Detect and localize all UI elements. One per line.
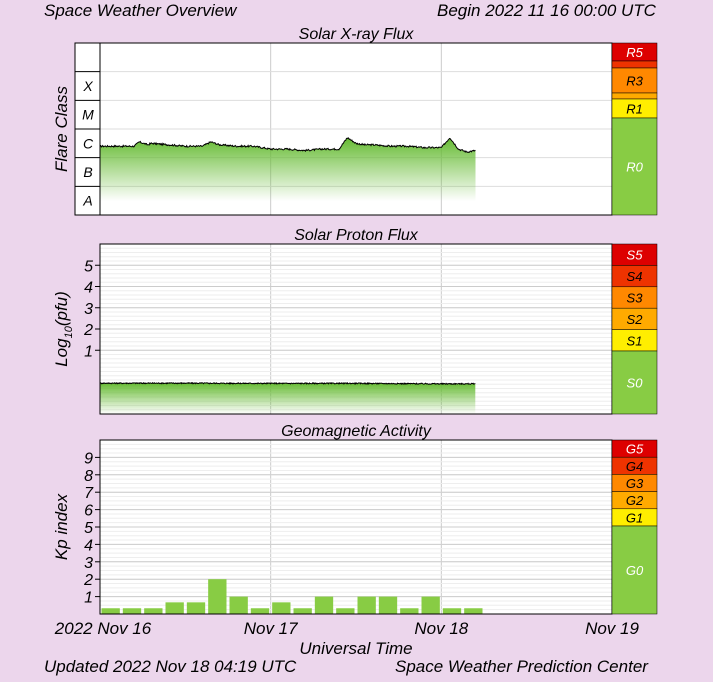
scale-label: G0	[626, 563, 644, 578]
scale-label: G3	[626, 476, 644, 491]
flux-fill-area	[100, 382, 476, 414]
kp-bar	[101, 608, 120, 614]
flare-class-label: B	[83, 164, 92, 180]
y-tick-label: 5	[84, 258, 93, 275]
y-label-subscript: 10	[63, 325, 75, 338]
flux-fill-area	[100, 137, 476, 202]
kp-bar	[144, 608, 163, 614]
scale-segment	[611, 525, 658, 615]
x-tick-label: Nov 18	[414, 619, 468, 638]
scale-label: G5	[626, 442, 644, 457]
kp-bar	[165, 602, 184, 614]
scale-label: R3	[626, 74, 643, 89]
y-tick-label: 4	[84, 537, 93, 554]
y-tick-label: 6	[84, 503, 93, 520]
y-tick-label: 8	[84, 468, 93, 485]
y-tick-label: 1	[84, 590, 93, 607]
panel-title: Solar Proton Flux	[294, 227, 419, 244]
source-label: Space Weather Prediction Center	[395, 657, 648, 676]
y-tick-label: 3	[84, 555, 93, 572]
scale-label: S3	[627, 291, 644, 306]
kp-bar	[336, 608, 355, 614]
kp-bar	[400, 608, 419, 614]
scale-label: S5	[627, 248, 644, 263]
kp-bar	[122, 608, 142, 614]
scale-label: G1	[626, 510, 643, 525]
flare-class-label: X	[82, 78, 93, 94]
flux-trace-line	[100, 137, 476, 154]
scale-label: R5	[626, 45, 643, 60]
y-axis-label: Flare Class	[52, 86, 71, 172]
scale-segment	[611, 117, 658, 216]
scale-label: G4	[626, 459, 643, 474]
scale-label: S1	[627, 333, 643, 348]
flare-class-label: A	[82, 193, 92, 209]
scale-segment	[611, 60, 658, 69]
scale-label: S0	[627, 376, 644, 391]
y-label-part: Log	[52, 338, 71, 367]
y-tick-label: 1	[84, 343, 93, 360]
flare-class-label: M	[82, 107, 94, 123]
y-tick-label: 3	[84, 301, 93, 318]
kp-bar	[314, 596, 334, 614]
y-tick-label: 2	[83, 572, 93, 589]
kp-bar	[208, 579, 227, 614]
kp-bar	[250, 608, 270, 614]
scale-label: S2	[627, 312, 644, 327]
y-tick-label: 2	[83, 322, 93, 339]
kp-bar	[357, 596, 376, 614]
y-axis-label: Log10(pfu)	[52, 291, 75, 367]
y-tick-label: 7	[84, 485, 94, 502]
scale-segment	[611, 350, 658, 415]
x-tick-label: 2022 Nov 16	[54, 619, 152, 638]
kp-bar	[378, 596, 398, 614]
scale-segment	[611, 92, 658, 100]
flux-trace-line	[99, 381, 476, 386]
updated-timestamp: Updated 2022 Nov 18 04:19 UTC	[44, 657, 297, 676]
panel-title: Solar X-ray Flux	[299, 26, 415, 43]
y-tick-label: 9	[84, 450, 93, 467]
kp-bar	[421, 596, 440, 614]
scale-label: G2	[626, 493, 644, 508]
x-axis-title: Universal Time	[299, 639, 412, 658]
page-title: Space Weather Overview	[44, 1, 237, 20]
kp-bar	[229, 596, 248, 614]
y-label-part: (pfu)	[52, 291, 71, 326]
kp-bar	[442, 608, 462, 614]
x-tick-label: Nov 19	[585, 619, 639, 638]
kp-bar	[186, 602, 206, 614]
scale-label: R1	[626, 102, 643, 117]
y-tick-label: 4	[84, 280, 93, 297]
panel-2: Solar Proton Flux 1 2 3 4 5 S5 S4 S3 S2 S1 S0 Log10(…	[52, 227, 658, 415]
scale-label: R0	[626, 160, 643, 175]
y-axis-label: Kp index	[52, 493, 71, 560]
kp-bar	[272, 602, 291, 614]
panel-title: Geomagnetic Activity	[281, 423, 432, 440]
flare-class-label: C	[83, 135, 94, 151]
x-tick-label: Nov 17	[244, 619, 298, 638]
kp-bar	[293, 608, 312, 614]
y-tick-label: 5	[84, 520, 93, 537]
kp-bar	[464, 608, 483, 614]
begin-timestamp: Begin 2022 11 16 00:00 UTC	[437, 1, 656, 20]
scale-label: S4	[627, 269, 643, 284]
scale-segment	[611, 67, 658, 94]
